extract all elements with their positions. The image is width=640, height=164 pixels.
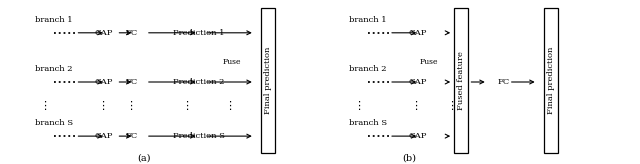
- Text: GAP: GAP: [408, 29, 427, 37]
- Text: GAP: GAP: [95, 29, 113, 37]
- Bar: [261, 8, 275, 153]
- Text: ⋮: ⋮: [39, 101, 51, 111]
- Text: Fuse: Fuse: [223, 58, 241, 66]
- Text: Final prediction: Final prediction: [264, 47, 272, 114]
- Text: GAP: GAP: [95, 78, 113, 86]
- Text: branch S: branch S: [349, 119, 387, 127]
- Text: branch 2: branch 2: [349, 65, 387, 73]
- Text: branch 1: branch 1: [35, 16, 73, 24]
- Text: ⋮: ⋮: [125, 101, 136, 111]
- Text: Fuse: Fuse: [420, 58, 438, 66]
- Text: GAP: GAP: [408, 78, 427, 86]
- Bar: [544, 8, 558, 153]
- Text: (b): (b): [403, 153, 417, 162]
- Text: ⋮: ⋮: [97, 101, 108, 111]
- Text: (a): (a): [137, 153, 151, 162]
- Text: FC: FC: [125, 78, 138, 86]
- Text: Prediction S: Prediction S: [173, 132, 225, 140]
- Text: branch 2: branch 2: [35, 65, 73, 73]
- Text: FC: FC: [125, 29, 138, 37]
- Text: ⋮: ⋮: [353, 101, 364, 111]
- Text: branch 1: branch 1: [349, 16, 387, 24]
- Text: FC: FC: [498, 78, 510, 86]
- Text: GAP: GAP: [95, 132, 113, 140]
- Text: ⋮: ⋮: [410, 101, 422, 111]
- Text: GAP: GAP: [408, 132, 427, 140]
- Bar: [454, 8, 468, 153]
- Text: Fused feature: Fused feature: [458, 51, 465, 110]
- Text: ⋮: ⋮: [181, 101, 193, 111]
- Text: branch S: branch S: [35, 119, 74, 127]
- Text: Prediction 1: Prediction 1: [173, 29, 224, 37]
- Text: ⋮: ⋮: [445, 101, 457, 111]
- Text: Final prediction: Final prediction: [547, 47, 555, 114]
- Text: Prediction 2: Prediction 2: [173, 78, 224, 86]
- Text: FC: FC: [125, 132, 138, 140]
- Text: ⋮: ⋮: [224, 101, 236, 111]
